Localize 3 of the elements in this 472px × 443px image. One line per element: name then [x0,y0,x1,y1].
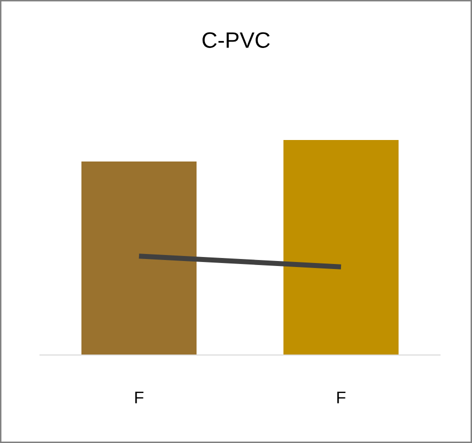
chart-title: C-PVC [202,32,270,48]
x-tick-label: F [337,392,346,404]
x-tick-label: F [135,392,144,404]
